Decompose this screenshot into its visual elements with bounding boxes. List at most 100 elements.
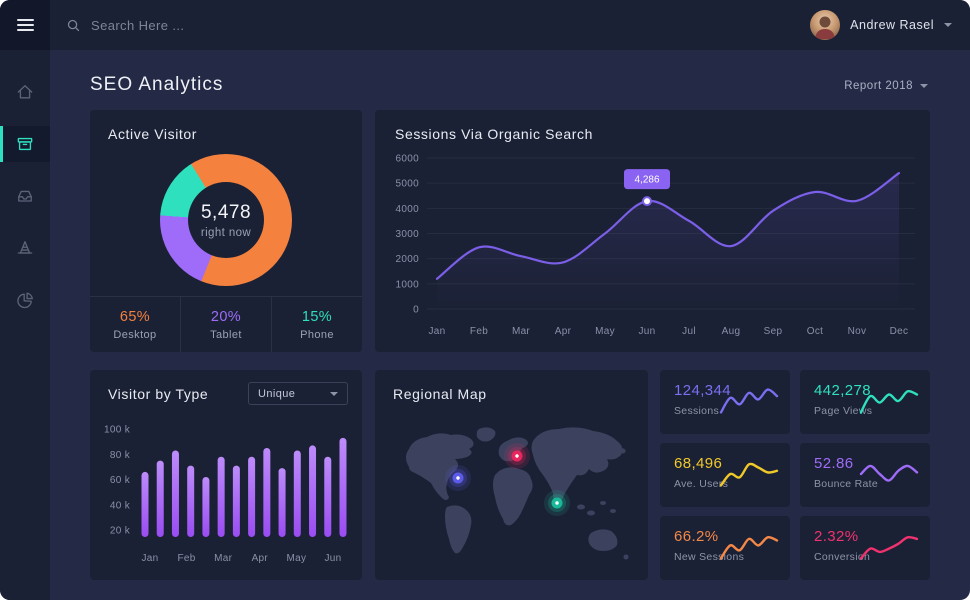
chevron-down-icon (920, 84, 928, 88)
card-title: Visitor by Type (108, 386, 209, 402)
y-axis-label: 5000 (396, 179, 420, 190)
card-title: Active Visitor (108, 126, 198, 142)
sidebar-item-alerts[interactable] (0, 230, 50, 266)
stat-value: 124,344 (674, 382, 732, 399)
bar (217, 456, 225, 537)
bar (156, 460, 164, 537)
x-axis-label: Jun (324, 553, 341, 564)
visitor-type-selected: Unique (258, 387, 296, 400)
sidebar-item-reports[interactable] (0, 126, 50, 162)
x-axis-label: May (287, 553, 307, 564)
visitor-by-type-bar-chart: 100 k 80 k 60 k 40 k 20 k Jan Feb Mar Apr May Jun (104, 425, 347, 564)
sidebar-item-home[interactable] (0, 74, 50, 110)
sparkline (719, 388, 779, 414)
avatar (810, 10, 841, 40)
stat-value: 68,496 (674, 455, 723, 472)
tablet-percent: 20% (210, 308, 242, 325)
visitor-type-dropdown[interactable]: Unique (248, 382, 348, 405)
inbox-tray-icon (18, 190, 32, 202)
bar (187, 465, 195, 537)
desktop-label: Desktop (113, 328, 157, 341)
card-title: Regional Map (393, 386, 487, 402)
active-visitor-count: 5,478 (200, 201, 252, 223)
y-axis-label: 60 k (110, 475, 131, 486)
y-axis-label: 40 k (110, 500, 131, 511)
report-year-dropdown[interactable]: Report 2018 (844, 80, 928, 92)
sidebar-item-inbox[interactable] (0, 178, 50, 214)
search-bar (66, 0, 311, 50)
sparkline (719, 535, 779, 560)
stat-value: 442,278 (814, 382, 872, 399)
visitor-by-type-card: Visitor by Type Unique 100 k 80 k 60 k 40 k… (90, 370, 362, 580)
sparkline (859, 464, 919, 482)
chevron-down-icon (944, 23, 952, 27)
phone-percent: 15% (301, 308, 333, 325)
stat-card-new-sessions: 66.2% New Sessions (660, 516, 790, 580)
bar (171, 450, 179, 537)
sidebar-item-analytics[interactable] (0, 282, 50, 318)
bar (293, 450, 301, 537)
sidebar (0, 50, 50, 600)
bar (309, 445, 317, 537)
y-axis-label: 3000 (396, 229, 420, 240)
x-axis-label: Jul (682, 326, 696, 337)
stat-card-conversion: 2.32% Conversion (800, 516, 930, 580)
active-visitor-donut-chart: 5,478 right now (160, 154, 292, 286)
user-name: Andrew Rasel (850, 18, 934, 32)
x-axis-label: Dec (890, 326, 909, 337)
x-axis-label: Apr (252, 553, 269, 564)
highlighted-data-point (642, 196, 652, 207)
device-split-phone: 15% Phone (271, 297, 362, 352)
chevron-down-icon (330, 391, 338, 396)
search-input[interactable] (91, 17, 311, 33)
y-axis-label: 4000 (396, 204, 420, 215)
x-axis-label: Feb (470, 326, 488, 337)
archive-box-icon (17, 137, 33, 151)
bar (202, 476, 210, 537)
stat-label: Bounce Rate (814, 478, 879, 490)
map-marker-south-asia (544, 490, 570, 516)
report-year-label: Report 2018 (844, 80, 913, 92)
map-marker-north-america (445, 465, 471, 491)
search-icon (67, 19, 80, 31)
regional-map-card: Regional Map (375, 370, 648, 580)
y-axis-label: 100 k (104, 425, 131, 436)
stat-card-page-views: 442,278 Page Views (800, 370, 930, 434)
desktop-percent: 65% (119, 308, 151, 325)
tablet-label: Tablet (210, 328, 242, 341)
y-axis-label: 0 (413, 305, 419, 316)
topbar: Andrew Rasel (0, 0, 970, 50)
chart-tooltip (624, 169, 670, 190)
x-axis-label: Mar (214, 553, 232, 564)
x-axis-label: Feb (178, 553, 196, 564)
bar (248, 456, 256, 537)
menu-toggle-button[interactable] (0, 0, 50, 50)
card-title: Sessions Via Organic Search (395, 126, 594, 142)
x-axis-label: Aug (722, 326, 741, 337)
bar (278, 468, 286, 537)
x-axis-label: Mar (512, 326, 530, 337)
x-axis-label: Jun (638, 326, 655, 337)
y-axis-label: 80 k (110, 450, 131, 461)
active-visitor-card: Active Visitor 5,478 right now 65% Deskt… (90, 110, 362, 352)
sparkline (719, 462, 779, 487)
device-split-desktop: 65% Desktop (90, 297, 180, 352)
y-axis-label: 6000 (396, 154, 420, 165)
page-header: SEO Analytics Report 2018 (50, 50, 970, 110)
sessions-organic-search-card: Sessions Via Organic Search 6000 5000 4000… (375, 110, 930, 352)
user-menu[interactable]: Andrew Rasel (810, 0, 952, 50)
x-axis-label: May (595, 326, 615, 337)
stat-value: 52.86 (814, 455, 854, 472)
y-axis-label: 1000 (396, 279, 420, 290)
x-axis-label: Jan (141, 553, 158, 564)
stat-label: Page Views (814, 405, 873, 417)
bar (324, 456, 332, 537)
stat-value: 2.32% (814, 528, 859, 545)
stat-label: New Sessions (674, 551, 745, 563)
sparkline (859, 389, 919, 414)
stat-card-bounce-rate: 52.86 Bounce Rate (800, 443, 930, 507)
y-axis-label: 20 k (110, 526, 131, 537)
stat-label: Sessions (674, 405, 720, 417)
y-axis-label: 2000 (396, 254, 420, 265)
